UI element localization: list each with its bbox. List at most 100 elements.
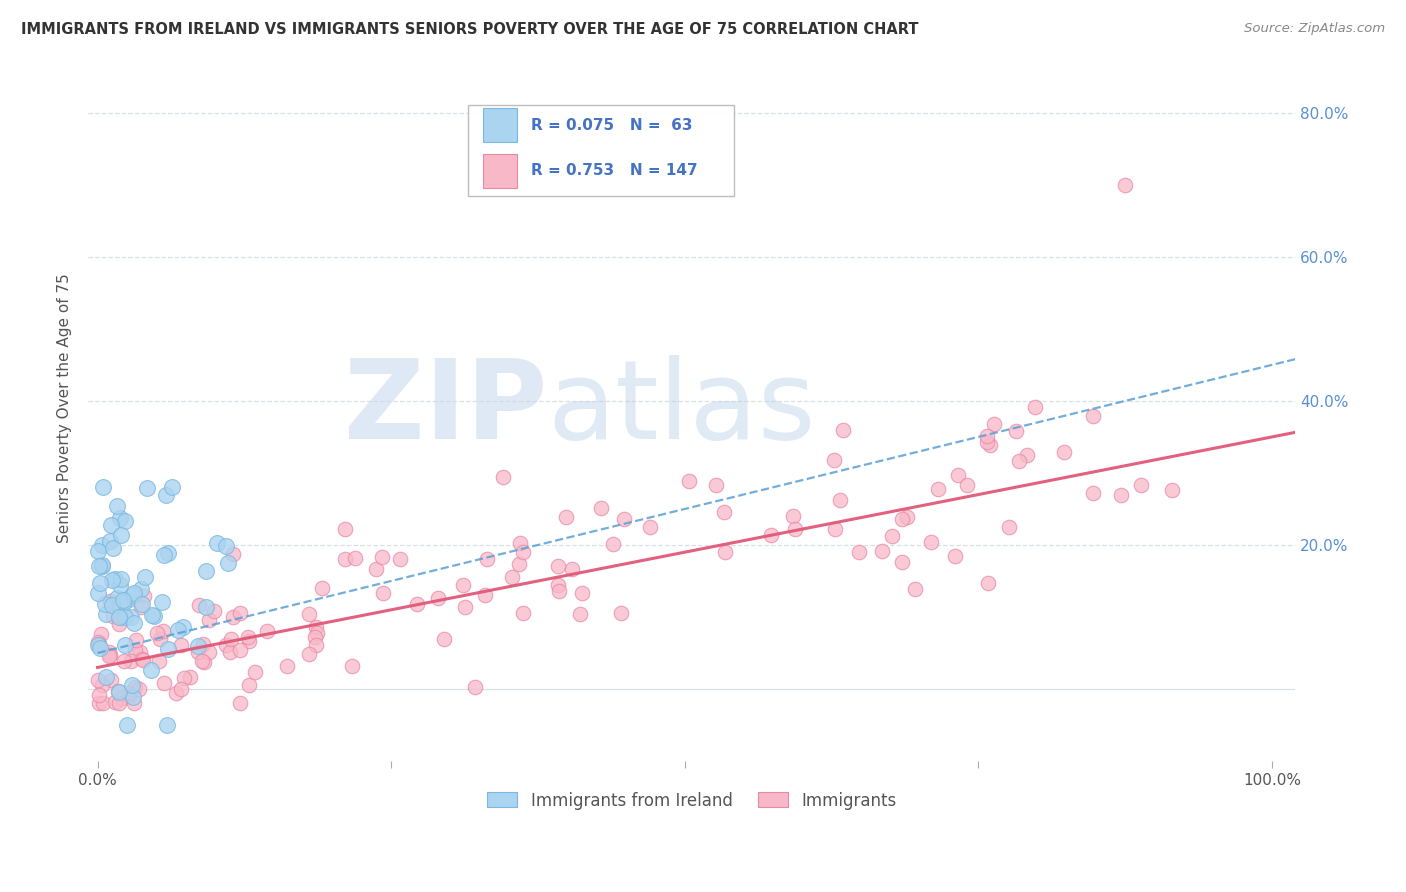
Point xyxy=(512,544,534,558)
Point xyxy=(491,470,513,484)
Point xyxy=(142,608,165,623)
Point xyxy=(128,681,150,696)
Point xyxy=(98,533,121,548)
Point xyxy=(97,649,120,664)
Point xyxy=(191,637,214,651)
Point xyxy=(112,654,135,668)
Point xyxy=(100,648,122,662)
Point xyxy=(1130,478,1153,492)
Point xyxy=(1109,488,1132,502)
Point xyxy=(848,545,870,559)
Point xyxy=(104,695,127,709)
Point xyxy=(198,613,221,627)
Point xyxy=(782,509,804,524)
Point xyxy=(86,635,108,649)
Point xyxy=(110,572,132,586)
Point xyxy=(508,557,530,571)
Point xyxy=(108,684,131,698)
Point xyxy=(335,522,357,536)
Point xyxy=(229,606,252,620)
Point xyxy=(87,586,110,600)
Point xyxy=(547,578,569,592)
Point xyxy=(155,718,177,732)
Point xyxy=(136,482,159,496)
FancyBboxPatch shape xyxy=(482,108,517,142)
Point xyxy=(946,468,969,483)
Point xyxy=(311,582,333,596)
Legend: Immigrants from Ireland, Immigrants: Immigrants from Ireland, Immigrants xyxy=(481,785,903,816)
Point xyxy=(108,599,131,613)
Point xyxy=(342,659,364,673)
Point xyxy=(108,510,131,524)
Point xyxy=(121,690,143,704)
Point xyxy=(118,689,141,703)
Point xyxy=(114,610,136,624)
Point xyxy=(104,572,127,586)
Point xyxy=(891,554,914,568)
Point xyxy=(101,573,124,587)
Point xyxy=(998,520,1021,534)
FancyBboxPatch shape xyxy=(482,154,517,188)
Point xyxy=(512,606,534,620)
Point xyxy=(148,654,170,668)
Point xyxy=(638,519,661,533)
Point xyxy=(194,564,217,578)
Point xyxy=(569,607,592,622)
Point xyxy=(427,591,450,605)
Point xyxy=(90,558,112,572)
Point xyxy=(89,689,111,703)
Point xyxy=(87,637,110,651)
Point xyxy=(783,522,806,536)
Point xyxy=(872,544,894,558)
Point xyxy=(120,654,142,668)
Point xyxy=(94,607,117,622)
Point xyxy=(371,586,394,600)
Point xyxy=(97,645,120,659)
Point xyxy=(218,644,240,658)
Point xyxy=(112,595,135,609)
Point xyxy=(87,673,110,687)
Point xyxy=(190,654,212,668)
Point xyxy=(131,652,153,666)
Point xyxy=(145,626,167,640)
Point xyxy=(173,672,195,686)
Point xyxy=(165,686,187,700)
Point xyxy=(238,678,260,692)
Point xyxy=(229,642,252,657)
Point xyxy=(129,645,152,659)
Point xyxy=(1008,454,1031,468)
Point xyxy=(927,483,949,497)
Point xyxy=(238,634,260,648)
Point xyxy=(222,609,245,624)
Point xyxy=(193,656,215,670)
Point xyxy=(90,538,112,552)
Point xyxy=(217,556,239,570)
Point xyxy=(114,638,136,652)
Point xyxy=(222,547,245,561)
Point xyxy=(305,638,328,652)
Point xyxy=(124,632,146,647)
Point xyxy=(920,535,942,549)
Point xyxy=(1024,400,1046,414)
Text: R = 0.075   N =  63: R = 0.075 N = 63 xyxy=(531,118,693,133)
Point xyxy=(828,493,851,508)
Point xyxy=(454,599,477,614)
Point xyxy=(108,608,131,623)
Point xyxy=(1114,178,1136,192)
Point xyxy=(108,697,131,711)
Point xyxy=(166,623,188,637)
Point xyxy=(571,585,593,599)
Point xyxy=(202,604,225,618)
Point xyxy=(243,665,266,679)
Point xyxy=(1083,409,1105,423)
Point xyxy=(613,511,636,525)
Point xyxy=(108,617,131,632)
Point xyxy=(364,562,387,576)
Point xyxy=(152,548,174,562)
Point xyxy=(129,582,152,596)
Text: IMMIGRANTS FROM IRELAND VS IMMIGRANTS SENIORS POVERTY OVER THE AGE OF 75 CORRELA: IMMIGRANTS FROM IRELAND VS IMMIGRANTS SE… xyxy=(21,22,918,37)
Point xyxy=(172,620,194,634)
Point xyxy=(170,638,193,652)
Point xyxy=(169,681,191,696)
Point xyxy=(451,578,474,592)
